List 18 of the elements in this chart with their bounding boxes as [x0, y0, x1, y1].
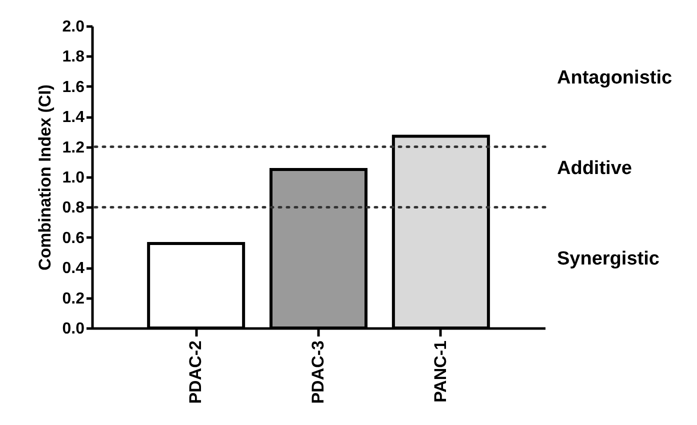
y-tick-label: 2.0	[62, 18, 85, 36]
x-tick-label: PDAC-2	[186, 340, 206, 404]
y-tick-label: 0.0	[62, 320, 85, 338]
y-tick-label: 1.8	[62, 48, 85, 66]
y-tick-label: 0.4	[62, 260, 85, 278]
y-tick-label: 0.8	[62, 200, 85, 217]
text: Synergistic	[557, 248, 660, 270]
y-axis-title: Combination Index (CI)	[35, 84, 54, 271]
text: Antagonistic	[557, 67, 672, 88]
y-tick-label: 1.0	[62, 170, 85, 186]
x-tick-label: PANC-1	[430, 340, 450, 403]
y-tick-label: 0.2	[62, 290, 85, 308]
x-tick-label: PDAC-3	[308, 340, 328, 404]
y-tick-label: 1.6	[62, 78, 85, 96]
y-tick-label: 1.4	[62, 109, 85, 126]
y-tick-label: 1.2	[62, 139, 85, 156]
text: Additive	[557, 158, 632, 179]
y-tick-label: 0.6	[62, 230, 85, 247]
